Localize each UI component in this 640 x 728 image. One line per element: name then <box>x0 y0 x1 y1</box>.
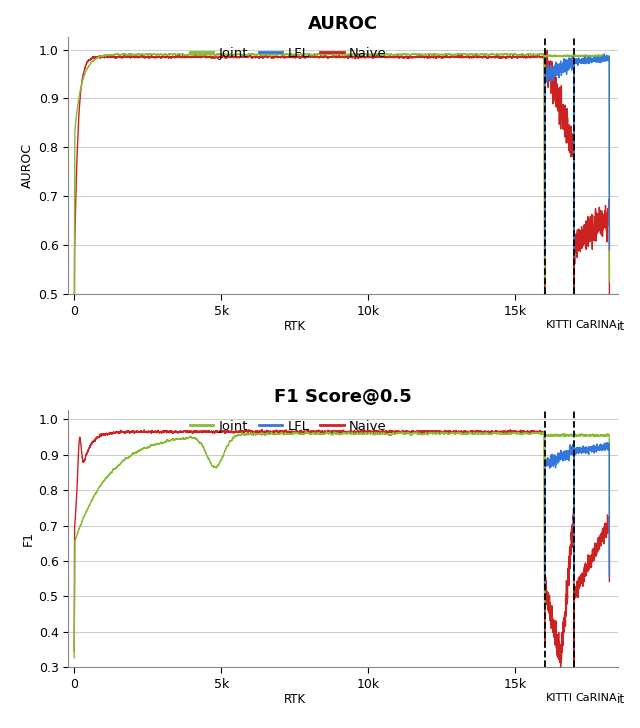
Y-axis label: AUROC: AUROC <box>21 143 35 189</box>
Text: it: it <box>617 320 625 333</box>
Legend: Joint, LFL, Naive: Joint, LFL, Naive <box>184 41 392 65</box>
Legend: Joint, LFL, Naive: Joint, LFL, Naive <box>184 414 392 438</box>
Title: AUROC: AUROC <box>308 15 378 33</box>
Title: F1 Score@0.5: F1 Score@0.5 <box>275 388 412 406</box>
Y-axis label: F1: F1 <box>21 531 35 546</box>
Text: RTK: RTK <box>284 320 306 333</box>
Text: it: it <box>617 693 625 706</box>
Text: KITTI: KITTI <box>545 693 573 703</box>
Text: CaRINA: CaRINA <box>575 693 616 703</box>
Text: RTK: RTK <box>284 693 306 706</box>
Text: CaRINA: CaRINA <box>575 320 616 330</box>
Text: KITTI: KITTI <box>545 320 573 330</box>
